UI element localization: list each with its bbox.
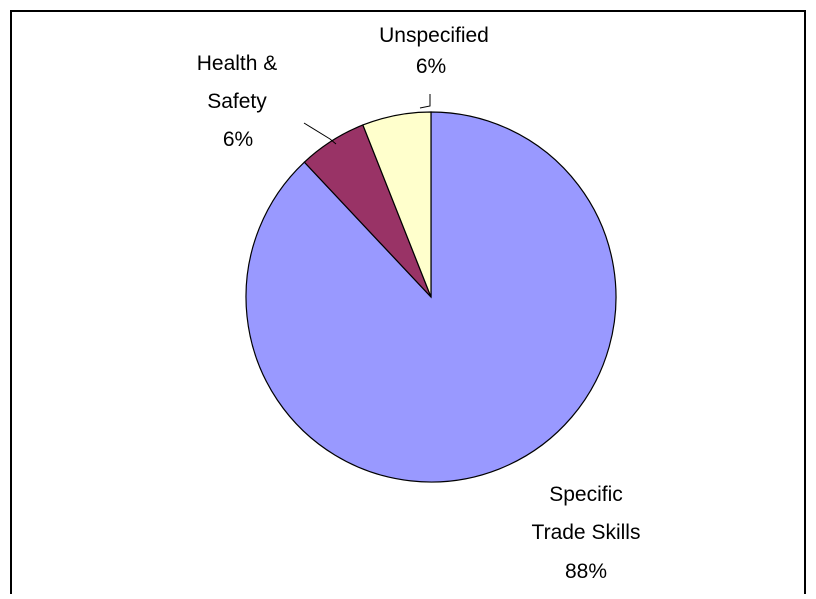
data-label-unspecified: Unspecified 6% (379, 24, 489, 78)
label-specific-trade-skills-line2: Trade Skills (532, 521, 641, 544)
label-health-and-safety-line2: Safety (207, 90, 267, 113)
leader-line-health-and-safety (303, 122, 337, 145)
leader-line-unspecified (419, 94, 431, 109)
label-health-and-safety-value: 6% (223, 128, 253, 151)
chart-border (10, 10, 806, 594)
data-label-health-and-safety: Health & Safety 6% (197, 52, 278, 151)
label-unspecified-name: Unspecified (379, 24, 489, 47)
pie-slices (245, 111, 617, 483)
label-specific-trade-skills-line1: Specific (549, 483, 623, 506)
data-label-specific-trade-skills: Specific Trade Skills 88% (532, 483, 641, 583)
label-specific-trade-skills-value: 88% (565, 560, 607, 583)
label-health-and-safety-line1: Health & (197, 52, 278, 75)
pie-slice-unspecified (362, 111, 432, 298)
label-unspecified-value: 6% (416, 55, 446, 78)
